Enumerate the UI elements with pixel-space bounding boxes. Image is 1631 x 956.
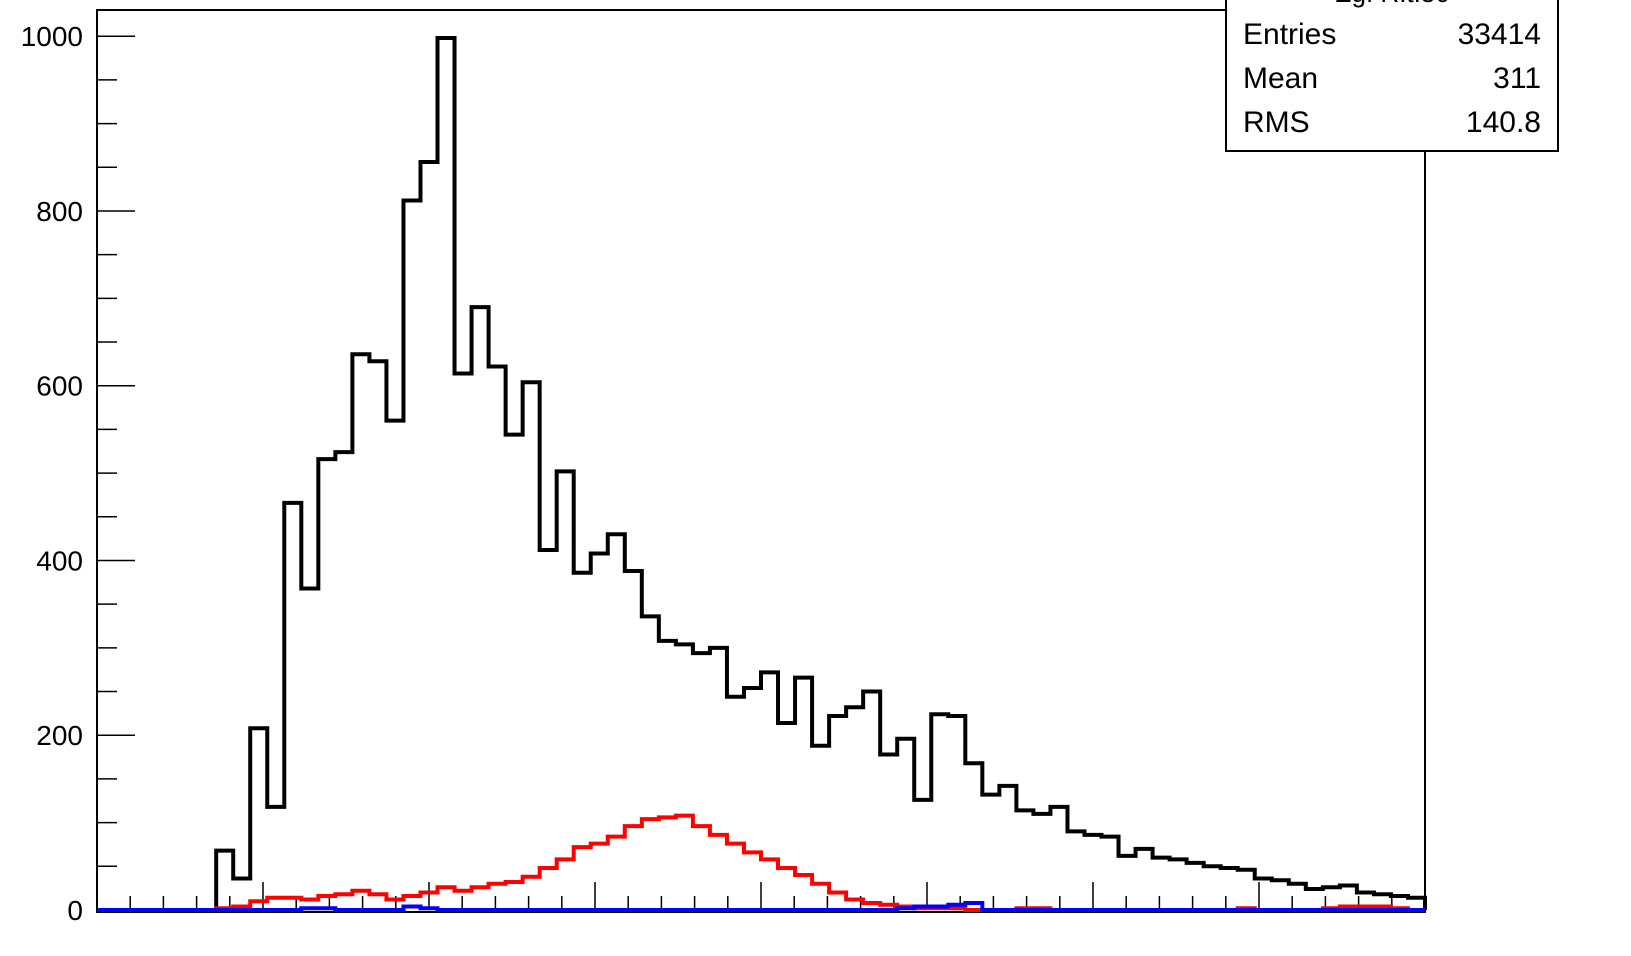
y-tick-label: 0 <box>67 895 83 926</box>
stats-value-entries: 33414 <box>1457 18 1541 51</box>
histogram-series-0 <box>97 35 1427 912</box>
stats-title: Eg. R.t.50 <box>1227 0 1557 9</box>
y-tick-label: 600 <box>36 371 83 402</box>
y-tick-label: 800 <box>36 196 83 227</box>
stats-label-mean: Mean <box>1243 62 1319 95</box>
stats-row-entries: Entries 33414 <box>1243 18 1541 62</box>
stats-value-rms: 140.8 <box>1465 106 1541 139</box>
histogram-series-2 <box>97 901 1425 912</box>
stats-value-mean: 311 <box>1493 62 1541 95</box>
stats-row-rms: RMS 140.8 <box>1243 106 1541 150</box>
stats-label-rms: RMS <box>1243 106 1310 139</box>
stats-row-mean: Mean 311 <box>1243 62 1541 106</box>
y-axis: 0 200 400 600 800 1000 <box>21 21 135 926</box>
stats-label-entries: Entries <box>1243 18 1337 51</box>
y-tick-label: 400 <box>36 545 83 576</box>
stats-box: Eg. R.t.50 Entries 33414 Mean 311 RMS 14… <box>1225 0 1559 152</box>
y-tick-label: 1000 <box>21 21 83 52</box>
series-layer <box>97 35 1427 912</box>
y-tick-label: 200 <box>36 720 83 751</box>
